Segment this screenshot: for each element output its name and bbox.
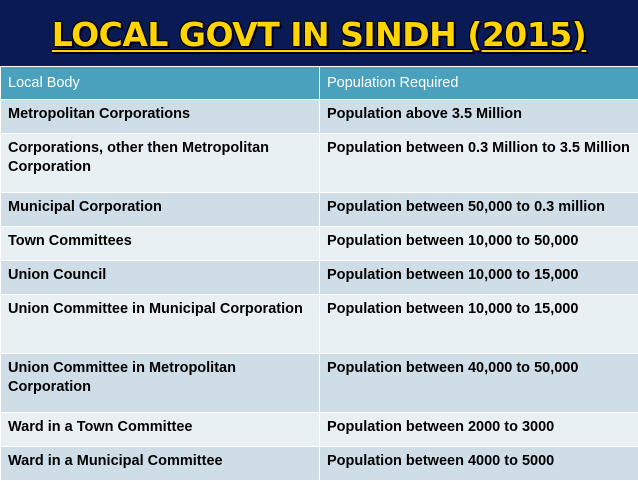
table-row: Municipal Corporation Population between… [1, 193, 638, 227]
population-cell: Population between 10,000 to 50,000 [320, 227, 638, 261]
population-cell: Population between 2000 to 3000 [320, 413, 638, 447]
local-body-cell: Ward in a Town Committee [1, 413, 320, 447]
local-body-cell: Union Council [1, 261, 320, 295]
table-row: Union Committee in Metropolitan Corporat… [1, 354, 638, 413]
local-body-cell: Town Committees [1, 227, 320, 261]
table-row: Metropolitan Corporations Population abo… [1, 100, 638, 134]
table-header-row: Local Body Population Required [1, 67, 638, 100]
population-cell: Population between 40,000 to 50,000 [320, 354, 638, 413]
local-body-cell: Municipal Corporation [1, 193, 320, 227]
local-body-cell: Metropolitan Corporations [1, 100, 320, 134]
population-cell: Population between 10,000 to 15,000 [320, 295, 638, 354]
population-cell: Population above 3.5 Million [320, 100, 638, 134]
population-cell: Population between 50,000 to 0.3 million [320, 193, 638, 227]
slide-title: LOCAL GOVT IN SINDH (2015) [52, 15, 587, 54]
table-row: Town Committees Population between 10,00… [1, 227, 638, 261]
title-band: LOCAL GOVT IN SINDH (2015) [0, 0, 638, 68]
local-body-cell: Union Committee in Municipal Corporation [1, 295, 320, 354]
local-body-cell: Ward in a Municipal Committee [1, 447, 320, 481]
population-cell: Population between 10,000 to 15,000 [320, 261, 638, 295]
table-row: Ward in a Town Committee Population betw… [1, 413, 638, 447]
local-body-cell: Union Committee in Metropolitan Corporat… [1, 354, 320, 413]
population-table: Local Body Population Required Metropoli… [0, 66, 638, 481]
column-header-population-required: Population Required [320, 67, 638, 100]
table-row: Union Committee in Municipal Corporation… [1, 295, 638, 354]
table-row: Union Council Population between 10,000 … [1, 261, 638, 295]
table-row: Ward in a Municipal Committee Population… [1, 447, 638, 481]
population-cell: Population between 4000 to 5000 [320, 447, 638, 481]
population-cell: Population between 0.3 Million to 3.5 Mi… [320, 134, 638, 193]
local-body-cell: Corporations, other then Metropolitan Co… [1, 134, 320, 193]
column-header-local-body: Local Body [1, 67, 320, 100]
table-row: Corporations, other then Metropolitan Co… [1, 134, 638, 193]
